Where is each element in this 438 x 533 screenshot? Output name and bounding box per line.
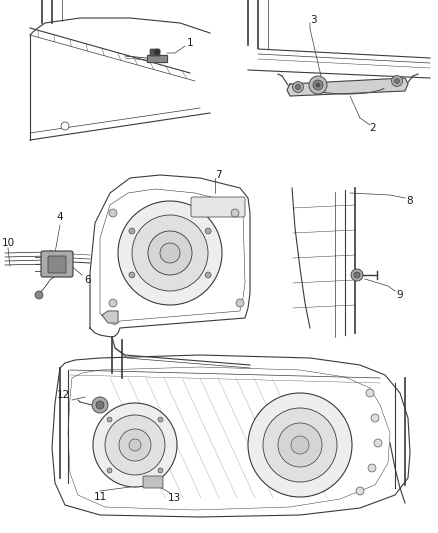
Text: 10: 10 — [1, 238, 14, 248]
Text: 1: 1 — [187, 38, 193, 48]
Circle shape — [129, 228, 135, 234]
FancyBboxPatch shape — [143, 476, 163, 488]
Circle shape — [154, 49, 160, 55]
Circle shape — [93, 403, 177, 487]
FancyBboxPatch shape — [48, 256, 66, 273]
Circle shape — [205, 272, 211, 278]
Circle shape — [107, 468, 112, 473]
Circle shape — [278, 423, 322, 467]
Text: 8: 8 — [407, 196, 413, 206]
Circle shape — [92, 397, 108, 413]
Circle shape — [374, 439, 382, 447]
Text: 13: 13 — [167, 493, 180, 503]
Circle shape — [313, 80, 323, 90]
Circle shape — [263, 408, 337, 482]
Circle shape — [119, 429, 151, 461]
Polygon shape — [287, 78, 408, 96]
Text: 2: 2 — [370, 123, 376, 133]
Circle shape — [293, 82, 304, 93]
Circle shape — [205, 228, 211, 234]
Circle shape — [291, 436, 309, 454]
Circle shape — [366, 389, 374, 397]
Circle shape — [105, 415, 165, 475]
Circle shape — [356, 487, 364, 495]
Text: 6: 6 — [85, 275, 91, 285]
Circle shape — [368, 464, 376, 472]
Circle shape — [296, 85, 300, 90]
Circle shape — [118, 201, 222, 305]
FancyBboxPatch shape — [41, 251, 73, 277]
Circle shape — [129, 439, 141, 451]
Text: 11: 11 — [93, 492, 106, 502]
Circle shape — [96, 401, 104, 409]
Circle shape — [351, 269, 363, 281]
Circle shape — [160, 243, 180, 263]
Text: 7: 7 — [215, 170, 221, 180]
Circle shape — [371, 414, 379, 422]
Circle shape — [158, 468, 163, 473]
Polygon shape — [102, 311, 118, 323]
Text: 12: 12 — [57, 390, 70, 400]
Circle shape — [148, 231, 192, 275]
Circle shape — [129, 272, 135, 278]
Circle shape — [231, 209, 239, 217]
Text: 4: 4 — [57, 212, 64, 222]
Circle shape — [392, 76, 403, 86]
Circle shape — [109, 209, 117, 217]
Circle shape — [35, 291, 43, 299]
Circle shape — [316, 83, 320, 87]
Polygon shape — [147, 55, 167, 62]
Circle shape — [107, 417, 112, 422]
Text: 9: 9 — [397, 290, 403, 300]
Circle shape — [354, 272, 360, 278]
Circle shape — [132, 215, 208, 291]
Circle shape — [395, 78, 399, 84]
Circle shape — [236, 299, 244, 307]
Circle shape — [248, 393, 352, 497]
FancyBboxPatch shape — [150, 49, 160, 56]
Circle shape — [158, 417, 163, 422]
Text: 3: 3 — [310, 15, 316, 25]
FancyBboxPatch shape — [191, 197, 245, 217]
Circle shape — [309, 76, 327, 94]
Circle shape — [109, 299, 117, 307]
Circle shape — [61, 122, 69, 130]
